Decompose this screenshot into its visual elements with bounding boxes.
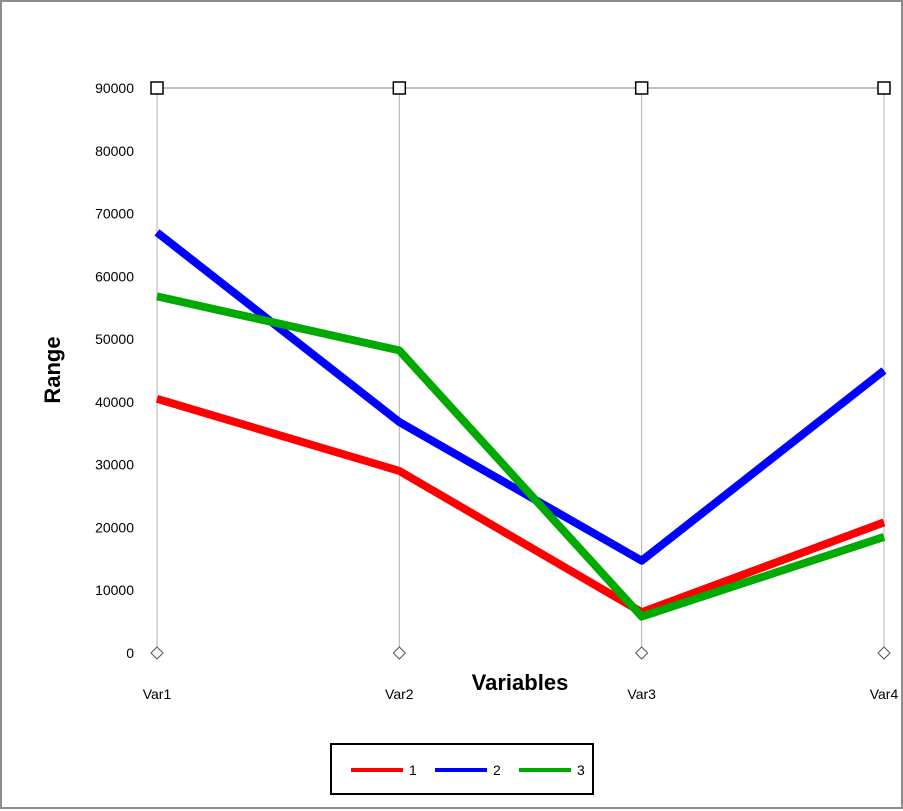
y-tick-label: 0 [126,645,134,661]
y-tick-label: 50000 [95,331,134,347]
y-tick-label: 80000 [95,143,134,159]
axis-min-marker [150,646,164,660]
x-tick-label: Var1 [143,686,172,702]
legend-label-1: 1 [409,762,417,778]
y-tick-label: 30000 [95,457,134,473]
axis-min-marker [877,646,891,660]
series [154,229,887,621]
legend-label-3: 3 [577,762,585,778]
y-tick-label: 10000 [95,582,134,598]
y-tick-label: 90000 [95,80,134,96]
y-tick-label: 20000 [95,519,134,535]
legend: 1 2 3 [330,743,594,795]
y-axis-ticks: 0 10000 20000 30000 40000 50000 60000 70000 8000… [95,80,134,661]
x-tick-label: Var4 [870,686,899,702]
x-axis-title: Variables [472,670,569,695]
x-tick-label: Var3 [627,686,656,702]
x-axis-ticks: Var1 Var2 Var3 Var4 [143,686,899,702]
y-tick-label: 70000 [95,206,134,222]
axis-markers [150,81,891,660]
y-tick-label: 40000 [95,394,134,410]
axis-max-marker [877,81,891,95]
x-tick-label: Var2 [385,686,414,702]
series-line-3 [156,292,886,621]
axis-max-marker [150,81,164,95]
series-line-2 [154,229,887,565]
axis-max-marker [634,81,649,95]
axis-max-marker [392,81,407,95]
legend-label-2: 2 [493,762,501,778]
axis-min-marker [634,646,649,660]
y-tick-label: 60000 [95,268,134,284]
grid [156,87,885,653]
y-axis-title: Range [40,336,65,403]
series-line-1 [155,394,886,617]
axis-min-marker [392,646,407,660]
